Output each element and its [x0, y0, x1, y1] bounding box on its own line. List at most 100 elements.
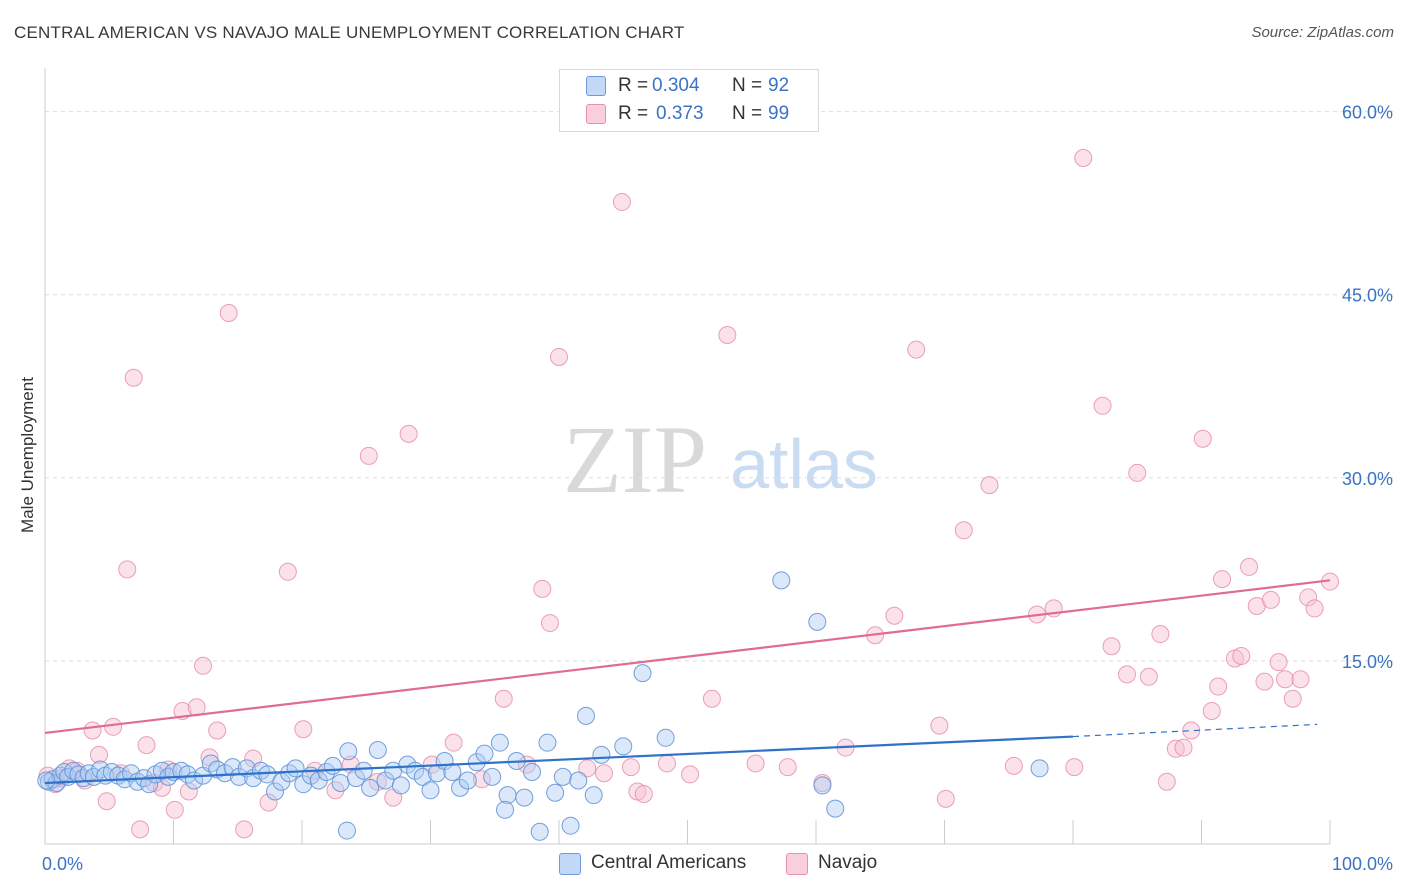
legend-n-value: 99 — [768, 103, 790, 124]
trend-lines — [44, 579, 1331, 785]
central-americans-points — [37, 571, 1049, 841]
central-americans-trend-line — [44, 735, 1074, 785]
legend-r-label: R = — [618, 75, 649, 96]
navajo-point — [930, 716, 949, 735]
stats-legend: R = 0.304 N = 92 R = 0.373 N = 99 — [559, 69, 819, 132]
central-americans-point — [413, 767, 432, 786]
navajo-point — [1261, 590, 1280, 609]
navajo-point — [194, 656, 213, 675]
navajo-point — [278, 562, 297, 581]
chart-title: CENTRAL AMERICAN VS NAVAJO MALE UNEMPLOY… — [14, 23, 685, 42]
legend-n-label: N = — [732, 103, 763, 124]
central-americans-point — [633, 664, 652, 683]
watermark-atlas: atlas — [730, 425, 878, 503]
central-americans-point — [584, 786, 603, 805]
navajo-point — [359, 446, 378, 465]
navajo-point — [472, 770, 491, 789]
navajo-point — [131, 820, 150, 839]
legend-r-value: 0.373 — [656, 103, 704, 124]
central-americans-point — [331, 773, 350, 792]
navajo-point — [1117, 665, 1136, 684]
navajo-point — [1213, 570, 1232, 589]
central-americans-point — [368, 741, 387, 760]
legend-r-value: 0.304 — [652, 75, 700, 96]
navajo-point — [235, 820, 254, 839]
navajo-point — [1276, 670, 1295, 689]
navajo-point — [746, 754, 765, 773]
central-americans-point — [523, 762, 542, 781]
central-americans-point — [337, 821, 356, 840]
central-americans-point — [339, 742, 358, 761]
central-americans-point — [475, 744, 494, 763]
navajo-point — [954, 521, 973, 540]
navajo-point — [1255, 672, 1274, 691]
navajo-points — [38, 149, 1339, 839]
navajo-point — [444, 733, 463, 752]
navajo-point — [294, 720, 313, 739]
navajo-point — [118, 560, 137, 579]
navajo-point — [1157, 772, 1176, 791]
central-americans-point — [286, 759, 305, 778]
central-americans-point — [656, 728, 675, 747]
central-americans-point — [258, 765, 277, 784]
central-americans-point — [91, 760, 110, 779]
navajo-point — [657, 754, 676, 773]
navajo-point — [104, 717, 123, 736]
y-axis-label: Male Unemployment — [18, 377, 37, 533]
navajo-point — [1202, 701, 1221, 720]
navajo-point — [550, 347, 568, 366]
navajo-point — [1269, 653, 1288, 672]
central-americans-point — [421, 781, 440, 800]
central-americans-point — [561, 816, 580, 835]
navajo-point — [97, 792, 116, 811]
legend-swatch-blue — [586, 76, 606, 96]
y-tick-label: 60.0% — [1342, 103, 1393, 123]
central-americans-point — [443, 762, 462, 781]
navajo-point — [1209, 677, 1228, 696]
watermark-zip: ZIP — [563, 406, 707, 513]
y-tick-label: 15.0% — [1342, 652, 1393, 672]
axes — [44, 68, 1330, 845]
x-tick-label-max: 100.0% — [1332, 854, 1393, 874]
central-americans-point — [451, 778, 470, 797]
navajo-point — [1128, 463, 1147, 482]
navajo-point — [494, 689, 513, 708]
central-americans-point — [483, 767, 502, 786]
central-americans-point — [808, 612, 827, 631]
navajo-point — [885, 606, 904, 625]
central-americans-point — [614, 737, 633, 756]
navajo-point — [1291, 670, 1310, 689]
central-americans-point — [826, 799, 845, 818]
legend-swatch-pink — [586, 104, 606, 124]
central-americans-point — [813, 776, 832, 795]
navajo-point — [980, 476, 999, 495]
central-americans-point — [498, 786, 517, 805]
central-americans-point — [490, 733, 509, 752]
navajo-point — [1065, 758, 1084, 777]
legend-r-label: R = — [618, 103, 649, 124]
central-americans-point — [354, 761, 373, 780]
central-americans-point — [391, 776, 410, 795]
central-americans-point — [323, 756, 342, 775]
central-americans-point — [515, 788, 534, 807]
navajo-point — [219, 304, 238, 323]
central-americans-point — [538, 733, 557, 752]
navajo-point — [1151, 625, 1170, 644]
navajo-point — [165, 800, 184, 819]
navajo-point — [1240, 557, 1259, 576]
navajo-point — [936, 789, 955, 808]
navajo-point — [612, 192, 631, 211]
central-americans-point — [1030, 759, 1049, 778]
navajo-point — [1232, 647, 1251, 666]
series-swatch-blue — [559, 853, 581, 875]
central-americans-point — [569, 771, 588, 790]
navajo-point — [718, 325, 737, 344]
central-americans-point — [546, 783, 565, 802]
navajo-point — [1093, 396, 1112, 415]
central-americans-point — [37, 771, 56, 790]
navajo-point — [778, 758, 797, 777]
central-americans-point — [576, 706, 595, 725]
navajo-point — [594, 764, 613, 783]
series-label: Navajo — [818, 852, 878, 873]
